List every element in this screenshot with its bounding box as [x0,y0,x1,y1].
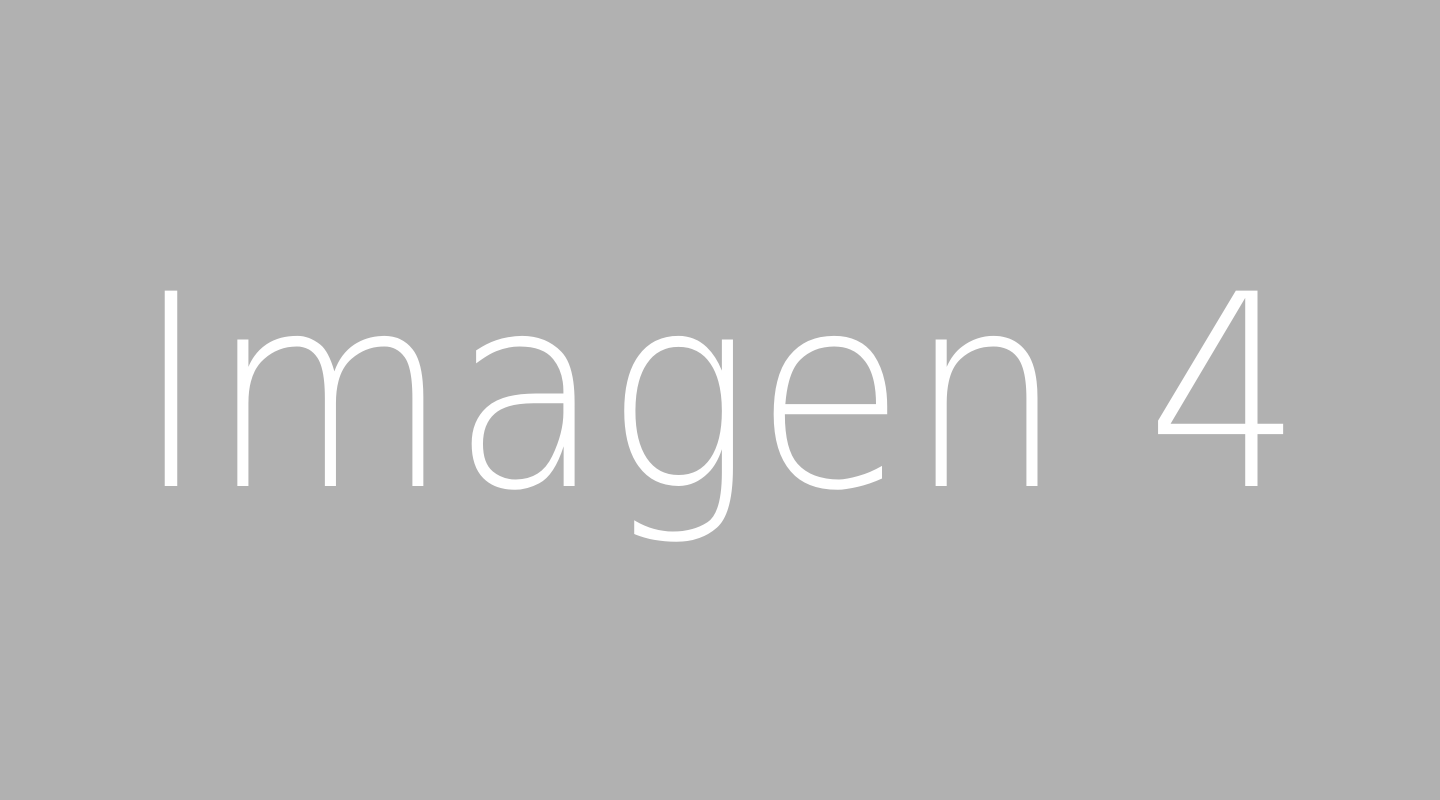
wordmark-text: Imagen 4 [135,238,1305,550]
